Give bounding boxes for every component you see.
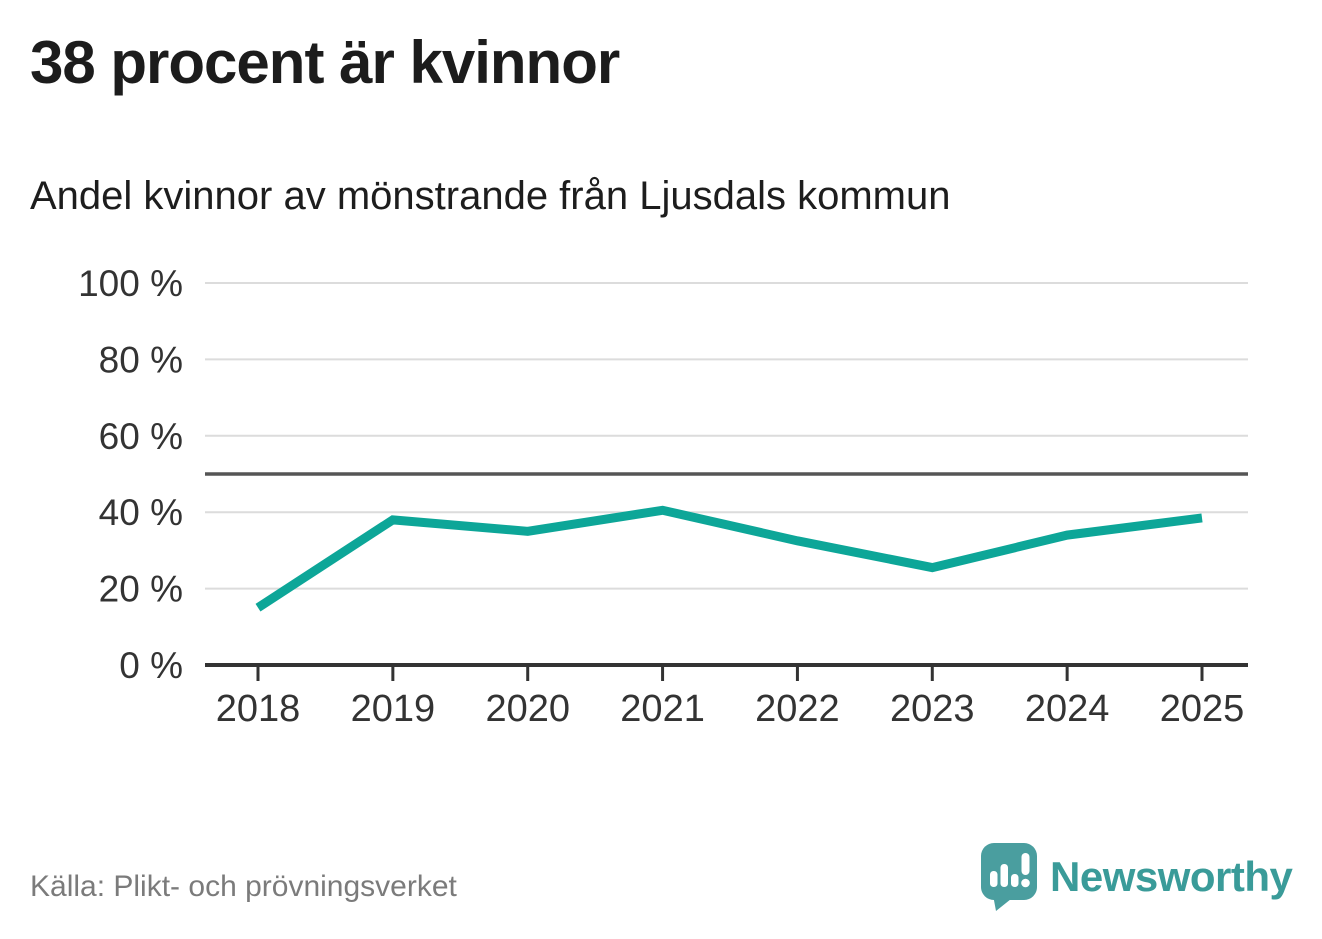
- chart-subtitle: Andel kvinnor av mönstrande från Ljusdal…: [30, 174, 951, 218]
- x-axis-tick-label: 2024: [1025, 688, 1110, 730]
- x-axis-tick-label: 2020: [485, 688, 570, 730]
- y-axis-tick-label: 100 %: [78, 263, 183, 304]
- chart-title: 38 procent är kvinnor: [30, 29, 620, 96]
- y-axis-tick-label: 0 %: [119, 645, 183, 686]
- x-axis-tick-label: 2023: [890, 688, 975, 730]
- y-axis-tick-label: 40 %: [99, 492, 183, 533]
- brand-name: Newsworthy: [1050, 853, 1293, 900]
- y-axis-tick-label: 20 %: [99, 569, 183, 610]
- y-axis-tick-label: 60 %: [99, 416, 183, 457]
- data-line: [255, 505, 1203, 612]
- x-axis-tick-label: 2021: [620, 688, 705, 730]
- y-axis-tick-label: 80 %: [99, 339, 183, 380]
- x-axis-tick-label: 2018: [216, 688, 301, 730]
- newsworthy-logo-icon: [981, 843, 1037, 911]
- source-note: Källa: Plikt- och prövningsverket: [30, 870, 457, 903]
- x-axis-tick-label: 2022: [755, 688, 840, 730]
- x-axis-tick-label: 2025: [1160, 688, 1245, 730]
- x-axis-tick-label: 2019: [351, 688, 436, 730]
- newsworthy-brand: Newsworthy: [981, 843, 1293, 911]
